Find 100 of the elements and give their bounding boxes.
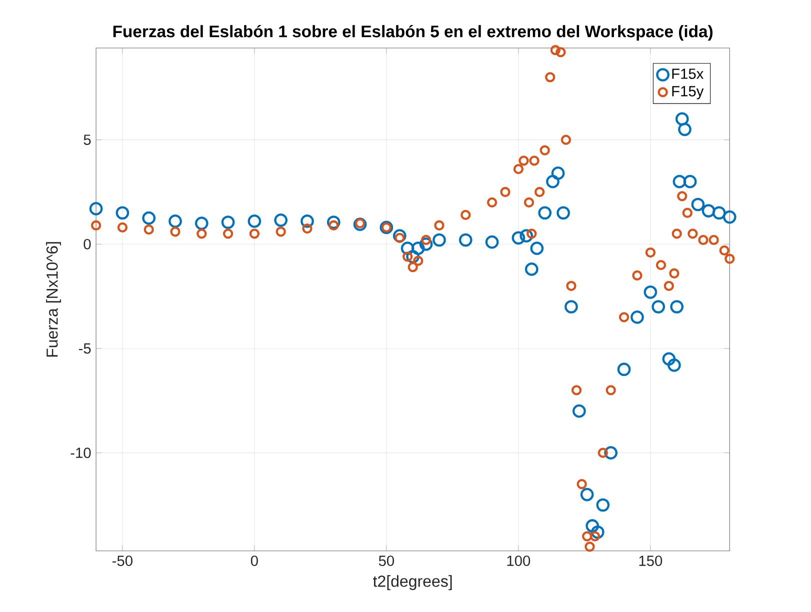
chart-title: Fuerzas del Eslabón 1 sobre el Eslabón 5 en el extremo del Workspace (ida): [113, 24, 713, 41]
y-tick-label: 5: [84, 134, 91, 145]
point: [669, 268, 680, 278]
point: [582, 531, 592, 542]
point: [645, 247, 656, 258]
point: [458, 233, 472, 247]
point: [540, 145, 550, 156]
point: [675, 112, 689, 126]
point: [170, 226, 180, 237]
point: [672, 228, 682, 239]
point: [662, 352, 676, 366]
point: [538, 206, 552, 220]
point: [702, 204, 716, 218]
x-axis-title: t2[degrees]: [373, 575, 452, 590]
point: [413, 256, 424, 266]
point: [402, 251, 413, 262]
point: [604, 446, 618, 460]
point: [392, 229, 406, 242]
point: [524, 197, 534, 208]
point: [691, 198, 705, 212]
point: [274, 213, 288, 227]
point: [708, 234, 719, 245]
point: [664, 280, 674, 291]
point: [460, 210, 471, 220]
point: [248, 214, 262, 228]
point: [606, 385, 616, 396]
point: [419, 237, 433, 251]
point: [724, 254, 735, 264]
point: [144, 224, 154, 234]
x-tick-label: 100: [507, 555, 530, 566]
point: [698, 234, 708, 245]
point: [302, 223, 312, 234]
point: [560, 134, 572, 145]
point: [529, 156, 540, 166]
point: [500, 186, 510, 197]
point: [551, 166, 565, 180]
point: [222, 228, 234, 239]
x-tick-label: 0: [250, 555, 258, 566]
point: [596, 498, 610, 512]
point: [572, 404, 586, 418]
point: [630, 310, 644, 324]
point: [586, 519, 600, 532]
point: [520, 229, 534, 242]
point: [518, 156, 529, 166]
point: [196, 228, 207, 239]
point: [576, 478, 587, 490]
y-tick-label: -10: [70, 448, 91, 458]
point: [90, 220, 102, 230]
point: [326, 215, 340, 229]
point: [534, 186, 545, 197]
point: [678, 122, 692, 136]
point: [300, 214, 314, 228]
legend-label: F15x: [672, 68, 704, 79]
point: [434, 220, 444, 230]
point: [116, 206, 130, 220]
point: [683, 174, 697, 188]
point: [432, 233, 446, 247]
x-tick-label: 50: [378, 555, 394, 566]
point: [556, 206, 570, 220]
point: [524, 262, 538, 276]
point: [546, 174, 560, 188]
point: [512, 231, 526, 244]
point: [564, 300, 578, 314]
point: [670, 300, 684, 314]
point: [712, 206, 726, 220]
point: [571, 385, 582, 396]
point: [590, 531, 600, 542]
point: [677, 190, 688, 202]
point: [556, 46, 566, 58]
point: [89, 202, 103, 216]
point: [618, 312, 630, 322]
point: [668, 358, 681, 372]
point: [276, 226, 286, 237]
point: [354, 218, 366, 228]
point: [117, 222, 128, 232]
point: [682, 208, 692, 218]
point: [513, 164, 524, 174]
point: [545, 72, 556, 82]
point: [249, 228, 260, 239]
point: [722, 210, 736, 224]
point: [672, 174, 686, 188]
point: [566, 280, 576, 291]
point: [411, 242, 425, 255]
point: [168, 214, 182, 228]
x-tick-label: -50: [112, 555, 132, 566]
point: [400, 242, 414, 255]
legend-label: F15y: [672, 86, 704, 100]
point: [221, 215, 235, 229]
point: [526, 228, 537, 239]
point: [652, 300, 666, 314]
point: [408, 262, 418, 272]
point: [632, 270, 642, 280]
y-axis-title: Fuerza [Nx10^6]: [46, 242, 61, 356]
point: [656, 260, 666, 270]
point: [584, 542, 595, 552]
point: [644, 285, 658, 299]
x-tick-label: 150: [639, 555, 662, 566]
point: [420, 234, 432, 245]
point: [530, 242, 544, 255]
point: [580, 488, 594, 502]
